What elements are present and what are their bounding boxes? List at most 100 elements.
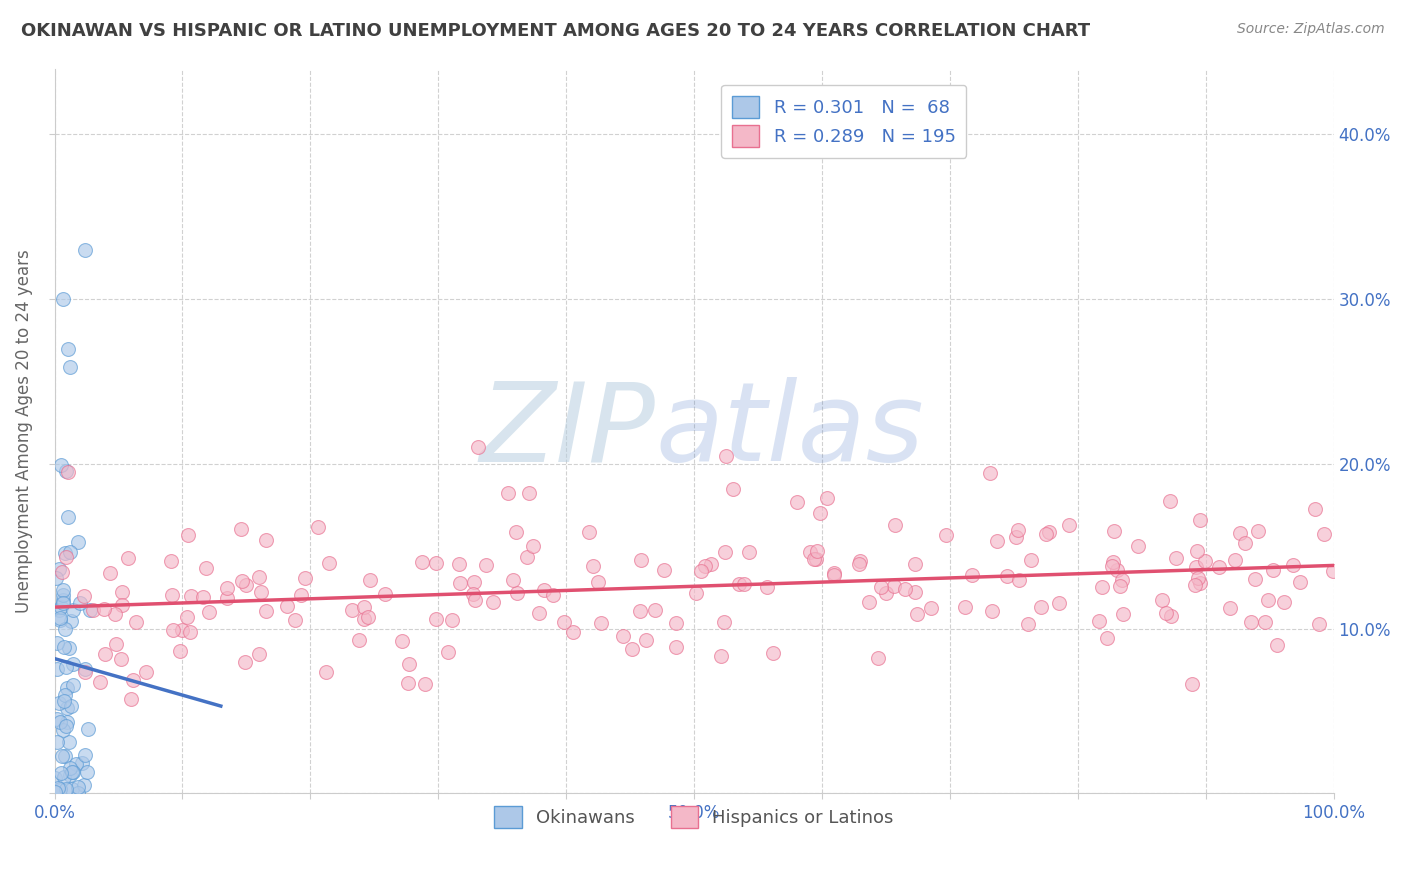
Point <box>440 613 463 627</box>
Point <box>1243 572 1265 586</box>
Point <box>73 243 96 257</box>
Point <box>359 573 381 587</box>
Point <box>53 749 76 764</box>
Point <box>634 633 657 648</box>
Point <box>1101 559 1123 574</box>
Point <box>94 648 117 662</box>
Point <box>55 464 77 478</box>
Point <box>505 524 527 539</box>
Point <box>516 549 538 564</box>
Point <box>586 574 609 589</box>
Point <box>59 768 82 782</box>
Point <box>111 584 134 599</box>
Point <box>1185 544 1208 558</box>
Point <box>905 607 928 621</box>
Point <box>986 533 1008 548</box>
Point <box>169 644 191 658</box>
Point <box>1308 617 1330 632</box>
Point <box>67 785 90 799</box>
Point <box>903 557 925 571</box>
Point <box>904 585 927 599</box>
Point <box>73 778 96 792</box>
Point <box>191 590 214 604</box>
Point <box>713 615 735 629</box>
Point <box>1112 607 1135 621</box>
Point <box>756 580 779 594</box>
Point <box>541 588 564 602</box>
Point <box>582 559 605 574</box>
Point <box>1263 563 1285 577</box>
Point <box>198 605 221 619</box>
Point <box>45 571 67 585</box>
Point <box>700 558 723 572</box>
Point <box>104 637 127 651</box>
Point <box>1019 553 1042 567</box>
Point <box>665 640 688 654</box>
Point <box>104 607 127 622</box>
Point <box>630 553 652 567</box>
Point <box>58 735 80 749</box>
Point <box>425 612 447 626</box>
Point <box>231 574 253 589</box>
Point <box>235 578 257 592</box>
Point <box>1088 615 1111 629</box>
Point <box>644 603 666 617</box>
Point <box>553 615 575 629</box>
Point <box>1240 615 1263 629</box>
Point <box>665 615 688 630</box>
Point <box>522 539 544 553</box>
Point <box>1007 523 1029 537</box>
Point <box>652 563 675 577</box>
Point <box>160 554 183 568</box>
Point <box>77 722 100 736</box>
Point <box>1282 558 1305 573</box>
Point <box>1194 554 1216 568</box>
Point <box>1047 596 1070 610</box>
Point <box>284 613 307 627</box>
Point <box>1097 632 1119 646</box>
Point <box>685 585 707 599</box>
Point <box>48 613 70 627</box>
Point <box>1154 607 1177 621</box>
Point <box>162 624 184 638</box>
Point <box>48 562 70 576</box>
Point <box>447 558 470 572</box>
Point <box>1105 563 1128 577</box>
Text: OKINAWAN VS HISPANIC OR LATINO UNEMPLOYMENT AMONG AGES 20 TO 24 YEARS CORRELATIO: OKINAWAN VS HISPANIC OR LATINO UNEMPLOYM… <box>21 22 1090 40</box>
Point <box>51 765 73 780</box>
Point <box>55 550 77 565</box>
Point <box>693 558 716 573</box>
Point <box>527 606 550 620</box>
Point <box>62 657 84 671</box>
Point <box>506 585 529 599</box>
Point <box>340 603 363 617</box>
Point <box>65 757 87 772</box>
Point <box>215 591 238 605</box>
Point <box>437 645 460 659</box>
Point <box>294 571 316 585</box>
Point <box>1160 608 1182 623</box>
Point <box>315 665 337 679</box>
Point <box>1038 524 1060 539</box>
Point <box>52 588 75 602</box>
Point <box>710 649 733 664</box>
Point <box>52 596 75 610</box>
Point <box>1159 494 1181 508</box>
Point <box>628 604 651 618</box>
Point <box>962 567 984 582</box>
Legend: Okinawans, Hispanics or Latinos: Okinawans, Hispanics or Latinos <box>488 798 901 835</box>
Point <box>1272 595 1295 609</box>
Point <box>347 633 370 648</box>
Point <box>858 595 880 609</box>
Point <box>67 780 90 794</box>
Point <box>46 662 69 676</box>
Point <box>1313 527 1336 541</box>
Point <box>79 602 101 616</box>
Point <box>52 723 75 738</box>
Point <box>62 764 84 779</box>
Point <box>176 610 198 624</box>
Point <box>229 522 252 536</box>
Point <box>1017 617 1039 632</box>
Point <box>135 665 157 679</box>
Point <box>89 675 111 690</box>
